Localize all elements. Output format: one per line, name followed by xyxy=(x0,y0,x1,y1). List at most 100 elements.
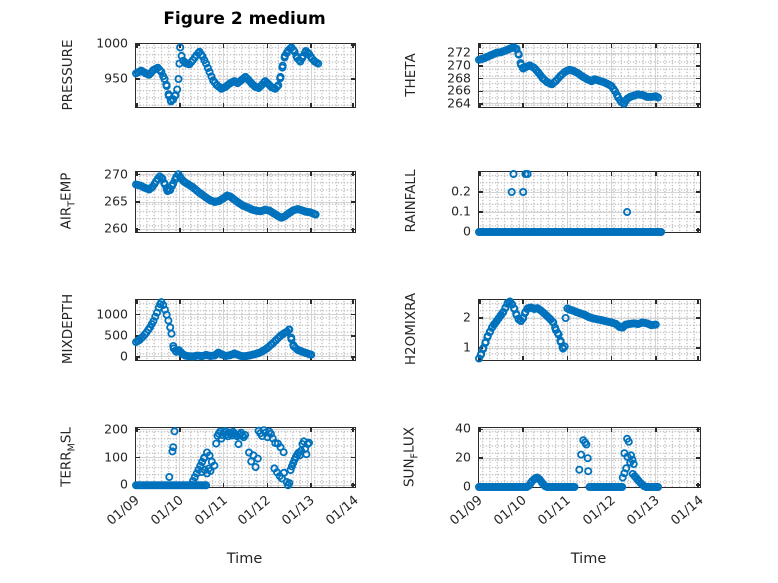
y-tick-mark xyxy=(696,77,700,80)
y-tick-mark xyxy=(696,52,700,55)
y-tick-mark xyxy=(696,229,700,231)
x-tick-mark xyxy=(655,428,657,432)
y-gridline xyxy=(479,457,700,459)
y-tick-label: 200 xyxy=(104,421,128,437)
x-tick-mark xyxy=(310,483,312,487)
figure-title: Figure 2 medium xyxy=(163,9,326,29)
x-tick-mark xyxy=(655,44,657,48)
x-tick-mark xyxy=(697,172,699,176)
ylabel-text: LUX xyxy=(401,426,418,453)
x-tick-mark xyxy=(266,356,269,360)
ylabel-text: TERR xyxy=(58,450,75,487)
x-tick-mark xyxy=(479,44,481,48)
subplot-theta xyxy=(475,43,701,108)
ylabel-text: RAINFALL xyxy=(403,169,419,233)
y-gridline xyxy=(479,347,700,349)
ylabel-mixdepth: MIXDEPTH xyxy=(60,294,76,364)
y-tick-label: 0 xyxy=(463,478,471,494)
x-tick-mark xyxy=(310,44,312,48)
y-gridline xyxy=(136,228,355,230)
x-tick-mark xyxy=(266,228,269,232)
y-tick-mark xyxy=(351,173,355,176)
y-tick-label: 40 xyxy=(455,420,471,436)
y-tick-label: 260 xyxy=(104,220,128,236)
y-tick-label: 0 xyxy=(120,348,128,364)
x-gridline xyxy=(522,44,524,107)
x-tick-mark xyxy=(610,428,613,432)
x-tick-mark xyxy=(610,44,613,48)
y-tick-mark xyxy=(479,457,483,459)
x-tick-mark xyxy=(310,300,312,304)
y-tick-label: 2 xyxy=(463,309,471,325)
x-gridline xyxy=(566,428,568,487)
x-gridline xyxy=(566,300,568,360)
x-gridline xyxy=(655,172,657,232)
y-tick-mark xyxy=(479,317,483,319)
y-gridline xyxy=(479,191,700,193)
ylabel-text: PRESSURE xyxy=(60,39,76,110)
y-tick-mark xyxy=(136,78,140,80)
x-tick-mark xyxy=(655,172,657,176)
y-tick-mark xyxy=(136,313,140,316)
y-tick-mark xyxy=(479,65,483,67)
x-gridline xyxy=(310,44,312,107)
ylabel-subscript: F xyxy=(409,452,421,458)
x-tick-mark xyxy=(310,172,312,176)
x-tick-mark xyxy=(179,428,181,432)
x-tick-mark xyxy=(655,103,657,107)
y-tick-mark xyxy=(696,347,700,349)
subplot-mixdepth xyxy=(132,298,356,361)
y-tick-label: 20 xyxy=(455,449,471,465)
y-tick-label: 100 xyxy=(104,449,128,464)
x-tick-mark xyxy=(566,356,569,360)
y-tick-mark xyxy=(696,484,700,486)
ylabel-air_temp: AIRTEMP xyxy=(59,173,78,230)
subplot-sun_flux xyxy=(475,427,701,492)
y-tick-mark xyxy=(136,201,140,203)
y-tick-mark xyxy=(696,90,700,92)
y-gridline xyxy=(136,335,355,337)
y-tick-mark xyxy=(351,228,355,231)
x-tick-mark xyxy=(136,103,138,107)
y-tick-mark xyxy=(696,191,700,193)
y-tick-mark xyxy=(479,52,483,55)
x-tick-mark xyxy=(697,356,699,360)
x-tick-mark xyxy=(522,428,524,432)
y-gridline xyxy=(136,201,355,203)
x-gridline xyxy=(310,300,312,360)
x-tick-mark xyxy=(179,356,181,360)
x-tick-mark xyxy=(266,44,269,48)
x-tick-mark xyxy=(610,356,613,360)
y-tick-mark xyxy=(351,201,355,203)
x-tick-mark xyxy=(610,103,613,107)
x-tick-mark xyxy=(697,103,699,107)
ylabel-text: H2OMIXRA xyxy=(403,292,419,366)
x-tick-mark xyxy=(179,228,181,232)
x-tick-mark xyxy=(522,356,524,360)
y-tick-label: 265 xyxy=(104,193,128,209)
y-tick-mark xyxy=(479,77,483,80)
y-gridline xyxy=(136,484,355,486)
data-points xyxy=(475,43,662,108)
y-tick-label: 1000 xyxy=(96,306,128,322)
x-gridline xyxy=(522,428,524,487)
y-tick-label: 1 xyxy=(463,339,471,355)
data-points xyxy=(475,170,666,237)
y-tick-label: 270 xyxy=(447,57,471,73)
x-tick-mark xyxy=(222,103,225,107)
y-tick-label: 268 xyxy=(447,70,471,86)
y-tick-label: 500 xyxy=(104,327,128,343)
y-gridline xyxy=(479,52,700,54)
ylabel-text: THETA xyxy=(403,52,419,97)
y-tick-mark xyxy=(351,456,355,459)
x-tick-mark xyxy=(566,172,569,176)
x-gridline xyxy=(266,44,268,107)
data-points xyxy=(132,43,323,106)
x-tick-mark xyxy=(522,103,524,107)
x-tick-mark xyxy=(352,44,354,48)
x-tick-mark xyxy=(310,103,312,107)
x-tick-mark xyxy=(566,428,569,432)
y-tick-mark xyxy=(696,428,700,431)
y-tick-label: 266 xyxy=(447,82,471,98)
